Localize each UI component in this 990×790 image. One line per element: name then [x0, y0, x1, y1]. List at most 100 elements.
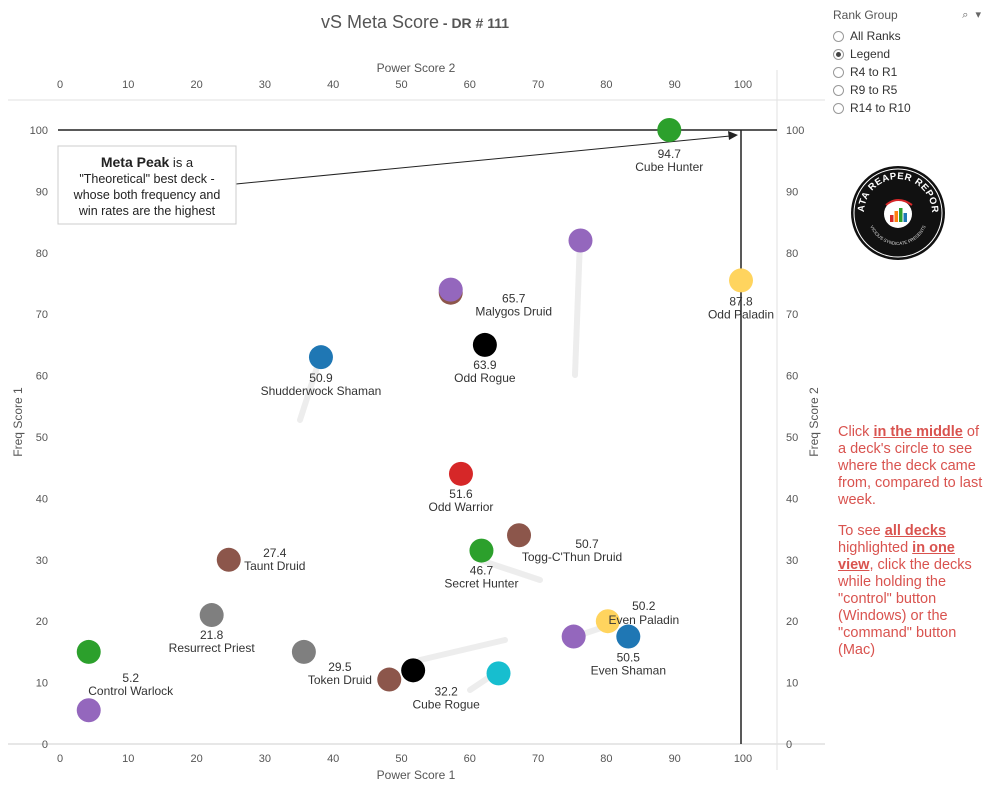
data-label-score: 21.8: [200, 628, 224, 642]
data-label-score: 50.9: [309, 371, 333, 385]
data-label-score: 50.2: [632, 599, 656, 613]
data-label-name: Togg-C'Thun Druid: [522, 550, 622, 564]
y-right-tick-label: 40: [786, 493, 798, 505]
y-left-tick-label: 50: [36, 432, 48, 444]
data-label-name: Taunt Druid: [244, 559, 305, 573]
data-point: [486, 661, 511, 686]
x-top-tick-label: 30: [259, 79, 271, 91]
data-label-score: 51.6: [449, 487, 473, 501]
rank-option-r9-to-r5[interactable]: R9 to R5: [833, 81, 983, 99]
y-left-tick-label: 60: [36, 371, 48, 383]
y-left-tick-label: 10: [36, 678, 48, 690]
chart-title: vS Meta Score - DR # 111: [0, 12, 830, 33]
data-point: [76, 698, 101, 723]
x-top-tick-label: 20: [190, 79, 202, 91]
data-label-name: Cube Hunter: [635, 160, 703, 174]
rank-option-label: R4 to R1: [850, 65, 898, 79]
data-point: [616, 624, 641, 649]
rank-option-label: Legend: [850, 47, 891, 61]
y-left-tick-label: 100: [30, 125, 48, 137]
data-label-score: 94.7: [658, 147, 682, 161]
data-point: [729, 268, 753, 293]
data-point: [657, 118, 682, 142]
data-label-score: 32.2: [434, 684, 458, 698]
y-right-tick-label: 60: [786, 371, 798, 383]
x-axis-bottom-label: Power Score 1: [377, 768, 456, 782]
y-axis-left-label: Freq Score 1: [11, 387, 25, 457]
data-label-name: Odd Rogue: [454, 371, 516, 385]
data-label-name: Even Paladin: [608, 613, 679, 627]
data-label-name: Malygos Druid: [475, 305, 552, 319]
data-point: [595, 609, 620, 634]
data-label-name: Resurrect Priest: [169, 641, 256, 655]
rank-option-label: R9 to R5: [850, 83, 898, 97]
x-top-tick-label: 80: [600, 79, 612, 91]
radio-icon[interactable]: [833, 102, 844, 114]
title-subtitle: - DR # 111: [439, 15, 510, 31]
y-right-tick-label: 10: [786, 678, 798, 690]
data-label-score: 5.2: [122, 671, 139, 685]
data-label-score: 27.4: [263, 546, 287, 560]
data-point: [568, 228, 593, 253]
y-left-tick-label: 80: [36, 248, 48, 260]
data-label-name: Even Shaman: [591, 664, 666, 678]
data-point: [469, 538, 494, 563]
rank-option-r4-to-r1[interactable]: R4 to R1: [833, 63, 983, 81]
x-bottom-tick-label: 80: [600, 753, 612, 765]
y-left-tick-label: 30: [36, 555, 48, 567]
instructions-panel: Click in the middle of a deck's circle t…: [838, 424, 986, 673]
instruction-click: Click in the middle of a deck's circle t…: [838, 424, 983, 508]
rank-group-title: Rank Group: [833, 8, 898, 22]
radio-icon[interactable]: [833, 30, 844, 42]
annotation-arrow-head: [728, 131, 738, 140]
rank-group-filter: Rank Group ⌕ ▾ All Ranks Legend R4 to R1 R9…: [833, 8, 983, 117]
trail-line: [417, 637, 508, 663]
x-top-tick-label: 40: [327, 79, 339, 91]
rank-option-label: R14 to R10: [850, 101, 911, 115]
data-label-name: Secret Hunter: [444, 577, 518, 591]
data-point: [291, 639, 316, 664]
y-left-tick-label: 40: [36, 493, 48, 505]
annotation-arrow-line: [235, 135, 731, 185]
radio-icon[interactable]: [833, 66, 844, 78]
search-icon[interactable]: ⌕ ▾: [962, 9, 983, 21]
data-label-score: 50.7: [575, 537, 599, 551]
data-point: [377, 667, 402, 692]
x-bottom-tick-label: 70: [532, 753, 544, 765]
data-label-name: Shudderwock Shaman: [261, 384, 382, 398]
data-label-name: Control Warlock: [88, 684, 174, 698]
data-label-score: 87.8: [729, 294, 753, 308]
data-point: [448, 461, 473, 486]
x-top-tick-label: 90: [669, 79, 681, 91]
y-right-tick-label: 20: [786, 616, 798, 628]
x-bottom-tick-label: 0: [57, 753, 63, 765]
x-top-tick-label: 10: [122, 79, 134, 91]
x-top-tick-label: 50: [395, 79, 407, 91]
data-label-score: 65.7: [502, 292, 526, 306]
scatter-chart: 0010102020303040405050606070708080909010…: [8, 61, 825, 782]
x-top-tick-label: 100: [734, 79, 752, 91]
x-bottom-tick-label: 40: [327, 753, 339, 765]
data-label-name: Odd Paladin: [708, 307, 774, 321]
rank-option-all-ranks[interactable]: All Ranks: [833, 27, 983, 45]
x-bottom-tick-label: 10: [122, 753, 134, 765]
data-point: [561, 624, 586, 649]
data-label-score: 29.5: [328, 660, 352, 674]
title-main: vS Meta Score: [320, 12, 439, 32]
data-label-score: 46.7: [470, 564, 494, 578]
y-axis-right-label: Freq Score 2: [807, 387, 821, 457]
annotation-line-1: Meta Peak is a: [101, 154, 194, 170]
rank-option-legend[interactable]: Legend: [833, 45, 983, 63]
data-point: [401, 658, 426, 683]
annotation-box: [57, 145, 237, 225]
x-top-tick-label: 70: [532, 79, 544, 91]
radio-icon[interactable]: [833, 84, 844, 96]
trail-line: [477, 557, 543, 583]
data-point: [199, 603, 224, 628]
y-left-tick-label: 0: [42, 739, 48, 751]
radio-icon[interactable]: [833, 48, 844, 60]
data-label-score: 63.9: [473, 358, 497, 372]
rank-option-r14-to-r10[interactable]: R14 to R10: [833, 99, 983, 117]
data-label-name: Token Druid: [308, 673, 372, 687]
data-point: [76, 639, 101, 664]
